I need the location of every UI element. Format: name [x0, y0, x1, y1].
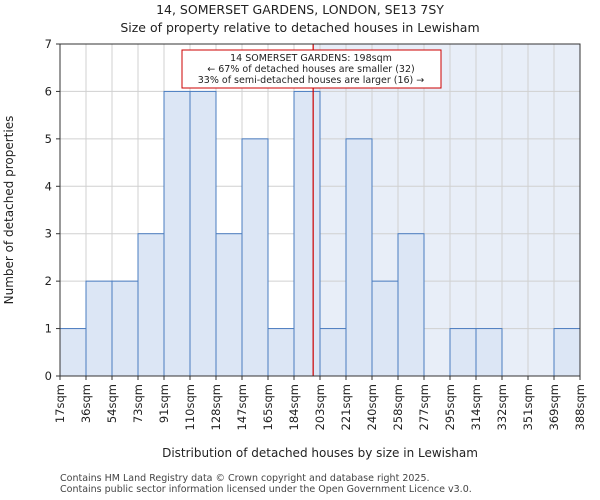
annotation-line-2: ← 67% of detached houses are smaller (32…: [207, 64, 414, 75]
x-tick-label: 54sqm: [105, 384, 119, 423]
x-tick-label: 147sqm: [235, 384, 249, 430]
x-tick-label: 332sqm: [495, 384, 509, 430]
y-tick-label: 4: [45, 179, 52, 193]
x-tick-label: 258sqm: [391, 384, 405, 430]
y-tick-label: 5: [45, 132, 52, 146]
x-tick-label: 277sqm: [417, 384, 431, 430]
x-tick-label: 184sqm: [287, 384, 301, 430]
bar: [397, 233, 425, 377]
bar: [137, 233, 165, 377]
y-tick-label: 6: [45, 84, 52, 98]
bar: [475, 328, 503, 377]
bar: [553, 328, 581, 377]
bar: [293, 90, 321, 377]
chart-subtitle: Size of property relative to detached ho…: [120, 20, 479, 35]
x-tick-label: 128sqm: [209, 384, 223, 430]
y-tick-label: 2: [45, 274, 52, 288]
y-tick-label: 7: [45, 37, 52, 51]
bar: [163, 90, 191, 377]
x-tick-label: 295sqm: [443, 384, 457, 430]
x-tick-label: 203sqm: [313, 384, 327, 430]
bar: [241, 138, 269, 377]
bar: [345, 138, 373, 377]
x-tick-label: 388sqm: [573, 384, 587, 430]
x-tick-label: 110sqm: [183, 384, 197, 430]
bar: [215, 233, 243, 377]
x-tick-label: 351sqm: [521, 384, 535, 430]
y-tick-label: 3: [45, 227, 52, 241]
y-tick-label: 1: [45, 322, 52, 336]
bar: [319, 328, 347, 377]
annotation-line-3: 33% of semi-detached houses are larger (…: [198, 75, 425, 86]
bar: [449, 328, 477, 377]
x-tick-label: 36sqm: [79, 384, 93, 423]
bar: [59, 328, 87, 377]
bar: [189, 90, 217, 377]
x-tick-label: 314sqm: [469, 384, 483, 430]
x-axis-label: Distribution of detached houses by size …: [162, 446, 478, 460]
bar: [111, 280, 139, 377]
annotation-line-1: 14 SOMERSET GARDENS: 198sqm: [230, 53, 392, 64]
bar: [85, 280, 113, 377]
footer-line-1: Contains HM Land Registry data © Crown c…: [60, 473, 430, 484]
x-tick-label: 17sqm: [53, 384, 67, 423]
y-tick-label: 0: [45, 369, 52, 383]
x-tick-label: 73sqm: [131, 384, 145, 423]
bar: [371, 280, 399, 377]
bar: [267, 328, 295, 377]
x-tick-label: 165sqm: [261, 384, 275, 430]
x-tick-label: 91sqm: [157, 384, 171, 423]
x-tick-label: 369sqm: [547, 384, 561, 430]
x-tick-label: 221sqm: [339, 384, 353, 430]
footer-line-2: Contains public sector information licen…: [60, 484, 472, 495]
annotation-box: 14 SOMERSET GARDENS: 198sqm ← 67% of det…: [181, 49, 442, 89]
y-axis-label: Number of detached properties: [2, 116, 16, 305]
chart-title: 14, SOMERSET GARDENS, LONDON, SE13 7SY: [156, 2, 444, 17]
x-tick-label: 240sqm: [365, 384, 379, 430]
